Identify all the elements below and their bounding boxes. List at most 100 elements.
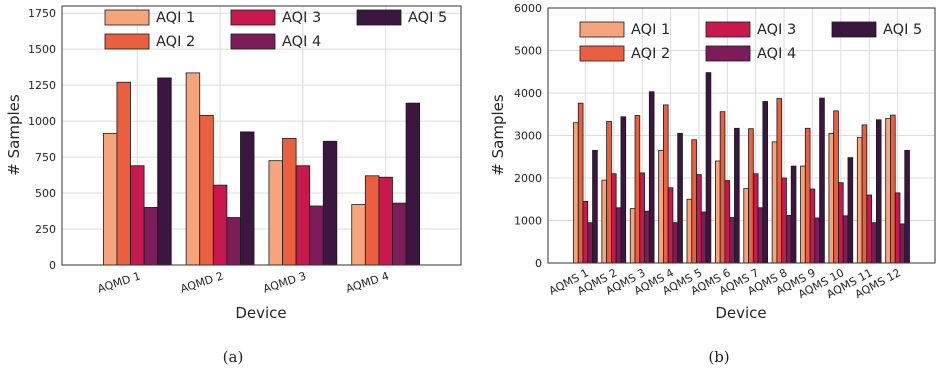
chart-a-bar-aqmd-3-aqi-4 [309, 205, 324, 266]
chart-b-bar-aqms-4-aqi-2 [662, 104, 669, 264]
chart-b-bar-aqms-11-aqi-2 [861, 124, 868, 264]
chart-b-y-tick-4000: 4000 [514, 87, 542, 100]
chart-a-bar-aqmd-1-aqi-2 [116, 81, 131, 266]
chart-a-legend-swatch-aqi-5 [356, 9, 402, 26]
chart-b-bar-aqms-9-aqi-4 [814, 217, 821, 264]
chart-b-bar-aqms-12-aqi-3 [894, 192, 901, 264]
chart-b-bar-aqms-1-aqi-1 [573, 122, 579, 264]
chart-a-bar-aqmd-3-aqi-3 [295, 165, 311, 266]
chart-b-legend-label-aqi-3: AQI 3 [757, 22, 796, 38]
chart-b-bar-aqms-9-aqi-3 [809, 188, 816, 264]
chart-b-bar-aqms-8-aqi-2 [776, 98, 783, 264]
chart-b-bar-aqms-1-aqi-2 [577, 102, 584, 264]
chart-b-bar-aqms-8-aqi-4 [786, 214, 792, 264]
chart-b-frame [547, 7, 936, 264]
chart-b-legend-swatch-aqi-4 [705, 45, 751, 62]
chart-b-legend-label-aqi-2: AQI 2 [631, 46, 670, 62]
chart-a-x-axis-label: Device [235, 304, 286, 322]
chart-a-bar-aqmd-4-aqi-5 [405, 102, 421, 266]
chart-b-x-axis-label: Device [715, 304, 766, 322]
chart-b-bar-aqms-10-aqi-1 [828, 132, 835, 264]
chart-b-bar-aqms-4-aqi-3 [667, 187, 674, 264]
chart-b-bar-aqms-9-aqi-5 [819, 97, 825, 264]
chart-b-bar-aqms-4-aqi-5 [677, 132, 683, 264]
chart-a-y-tick-250: 250 [35, 223, 56, 236]
chart-b-bar-aqms-5-aqi-3 [696, 174, 702, 264]
chart-b-bar-aqms-1-aqi-5 [592, 149, 598, 264]
chart-a-bar-aqmd-1-aqi-4 [143, 207, 159, 266]
chart-b-bar-aqms-7-aqi-2 [748, 128, 754, 264]
chart-b-bar-aqms-5-aqi-5 [705, 72, 712, 264]
chart-a-bar-aqmd-4-aqi-1 [351, 204, 366, 266]
chart-a-x-tick-aqmd-2: AQMD 2 [179, 269, 225, 295]
chart-a-bar-aqmd-2-aqi-5 [240, 131, 255, 266]
chart-b-y-tick-3000: 3000 [514, 130, 542, 143]
chart-b-y-ticks: 0 1000 2000 3000 4000 5000 6000 [514, 2, 542, 270]
chart-b-bar-aqms-10-aqi-3 [838, 182, 844, 264]
chart-a-x-tick-aqmd-1: AQMD 1 [96, 269, 142, 295]
chart-a-y-ticks: 0 250 500 750 1000 1250 1500 1750 [28, 7, 56, 272]
chart-b-y-tick-6000: 6000 [514, 2, 542, 15]
chart-a-legend-label-aqi-4: AQI 4 [282, 34, 321, 50]
chart-a-y-tick-500: 500 [35, 187, 56, 200]
chart-a-bar-aqmd-1-aqi-5 [157, 77, 172, 266]
chart-b-bar-aqms-6-aqi-2 [719, 111, 726, 264]
chart-a-x-tick-aqmd-3: AQMD 3 [262, 269, 308, 295]
chart-a-bar-aqmd-4-aqi-4 [392, 202, 407, 266]
chart-b-bar-aqms-10-aqi-2 [833, 110, 839, 264]
chart-b-bar-aqms-12-aqi-1 [885, 118, 891, 264]
chart-a-legend-label-aqi-1: AQI 1 [156, 10, 195, 26]
chart-b-bar-aqms-6-aqi-4 [729, 217, 735, 264]
chart-b-bar-aqms-12-aqi-5 [904, 149, 910, 264]
chart-b-y-axis-label: # Samples [489, 94, 507, 176]
chart-b-bar-aqms-2-aqi-4 [615, 207, 622, 264]
chart-b-bar-aqms-11-aqi-3 [866, 194, 872, 264]
chart-b-legend: AQI 1 AQI 2 AQI 3 AQI 4 AQI 5 [579, 21, 922, 62]
chart-a-y-tick-1250: 1250 [28, 79, 56, 92]
chart-b-legend-label-aqi-5: AQI 5 [883, 22, 922, 38]
chart-b-bar-aqms-3-aqi-3 [639, 172, 645, 264]
chart-b-bar-aqms-3-aqi-2 [634, 115, 641, 264]
chart-b-bar-aqms-8-aqi-1 [771, 141, 778, 264]
chart-b-legend-label-aqi-1: AQI 1 [631, 22, 670, 38]
chart-b-bar-aqms-10-aqi-4 [842, 215, 849, 264]
chart-b-bar-aqms-4-aqi-4 [672, 222, 679, 264]
chart-a-bar-aqmd-1-aqi-3 [130, 165, 145, 266]
chart-a-y-tick-0: 0 [49, 259, 56, 272]
chart-b-bar-aqms-9-aqi-1 [800, 165, 806, 264]
chart-a-y-tick-1000: 1000 [28, 115, 56, 128]
chart-a-x-tick-aqmd-4: AQMD 4 [344, 269, 390, 295]
chart-a-y-tick-1750: 1750 [28, 7, 56, 20]
chart-a-y-axis-label: # Samples [5, 94, 23, 176]
chart-a-bars [102, 72, 421, 266]
chart-b-bar-aqms-10-aqi-5 [847, 157, 854, 264]
chart-a-bar-aqmd-2-aqi-2 [199, 114, 214, 266]
chart-a-bar-aqmd-1-aqi-1 [102, 132, 118, 266]
chart-b-bar-aqms-2-aqi-2 [606, 121, 612, 264]
chart-b-bar-aqms-8-aqi-5 [790, 165, 797, 264]
chart-b-y-tick-0: 0 [535, 257, 542, 270]
chart-a-bar-aqmd-4-aqi-2 [364, 175, 380, 266]
chart-b-bar-aqms-12-aqi-2 [890, 114, 896, 264]
chart-a-bar-aqmd-2-aqi-4 [226, 217, 241, 266]
chart-b-bar-aqms-11-aqi-1 [856, 137, 863, 264]
chart-b-bar-aqms-2-aqi-5 [620, 116, 627, 264]
chart-a-y-tick-750: 750 [35, 151, 56, 164]
chart-a-legend-label-aqi-2: AQI 2 [156, 34, 195, 50]
chart-b-bar-aqms-7-aqi-5 [762, 101, 769, 264]
chart-b-bar-aqms-11-aqi-5 [875, 119, 882, 264]
chart-a-frame [61, 5, 462, 266]
chart-b-caption: (b) [708, 348, 729, 366]
chart-b-legend-swatch-aqi-3 [705, 21, 751, 38]
chart-a-legend: AQI 1 AQI 2 AQI 3 AQI 4 AQI 5 [104, 9, 447, 50]
chart-b-bar-aqms-1-aqi-4 [587, 222, 593, 264]
chart-a-caption: (a) [223, 348, 244, 366]
chart-b-bar-aqms-2-aqi-3 [611, 173, 617, 264]
chart-b-bar-aqms-2-aqi-1 [601, 179, 608, 264]
chart-b-bar-aqms-3-aqi-4 [644, 210, 650, 264]
chart-b-bar-aqms-8-aqi-3 [781, 177, 787, 264]
chart-b-bar-aqms-4-aqi-1 [658, 149, 664, 264]
chart-b-bar-aqms-7-aqi-4 [757, 207, 764, 264]
chart-a-legend-swatch-aqi-1 [104, 9, 150, 26]
